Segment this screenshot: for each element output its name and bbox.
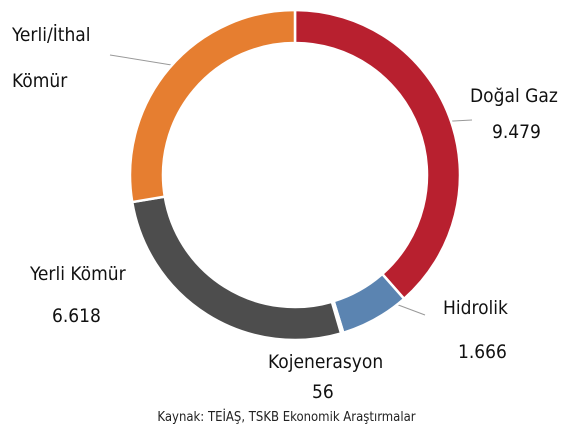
donut-segment (293, 8, 462, 301)
legend-label: Yerli/İthal Kömür (12, 24, 91, 92)
value-label: 1.666 (458, 341, 507, 363)
donut-segment (130, 195, 343, 342)
legend-label: Kojenerasyon (268, 351, 384, 373)
legend-label: Yerli Kömür (30, 263, 126, 285)
value-label: 6.618 (52, 305, 101, 327)
legend-label: Doğal Gaz (470, 85, 558, 107)
source: Kaynak: TEİAŞ, TSKB Ekonomik Araştırmala… (157, 410, 416, 425)
donut-segment (128, 8, 297, 204)
value-label: 56 (312, 381, 334, 403)
value-label: 9.479 (492, 121, 541, 143)
legend-label: Hidrolik (443, 297, 508, 319)
